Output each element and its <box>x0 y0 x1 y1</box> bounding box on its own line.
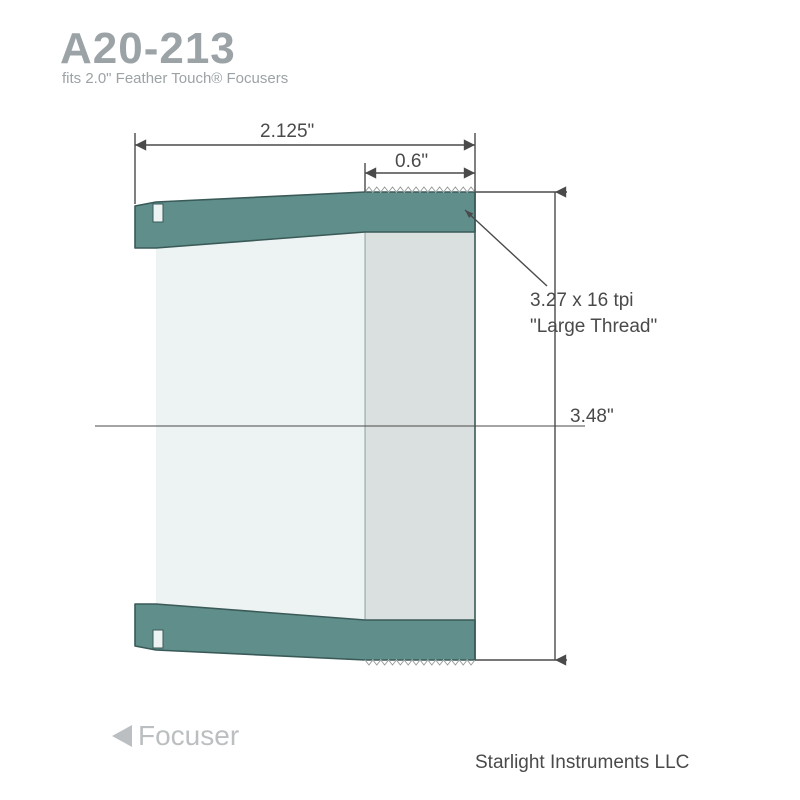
part-subtitle: fits 2.0" Feather Touch® Focusers <box>62 70 288 87</box>
thread-callout-line1: 3.27 x 16 tpi <box>530 288 657 314</box>
company-name: Starlight Instruments LLC <box>475 752 689 774</box>
focuser-direction-label: Focuser <box>108 720 239 752</box>
triangle-left-icon <box>108 722 136 750</box>
svg-text:3.48": 3.48" <box>570 406 614 427</box>
svg-text:2.125": 2.125" <box>260 121 314 142</box>
thread-callout: 3.27 x 16 tpi "Large Thread" <box>530 288 657 339</box>
svg-text:0.6": 0.6" <box>395 151 428 172</box>
thread-callout-line2: "Large Thread" <box>530 314 657 340</box>
diagram-stage: A20-213 fits 2.0" Feather Touch® Focuser… <box>0 0 800 800</box>
technical-drawing: 2.125" 0.6" 3.48" <box>0 0 800 800</box>
focuser-text: Focuser <box>138 720 239 752</box>
part-number: A20-213 <box>60 24 236 74</box>
